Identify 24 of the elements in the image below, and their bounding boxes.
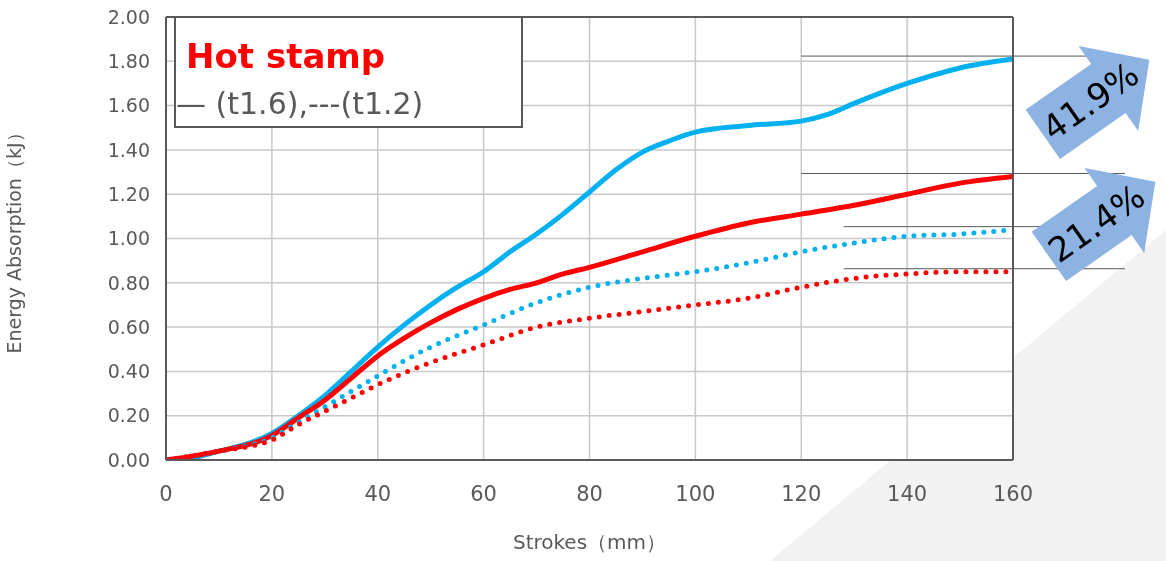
x-tick-label: 100 [675,481,716,506]
x-tick-label: 0 [159,481,173,506]
x-tick-label: 20 [258,481,286,506]
y-tick-label: 1.80 [107,50,150,73]
y-tick-label: 0.00 [107,448,150,471]
y-tick-label: 0.20 [107,404,150,427]
x-tick-label: 60 [470,481,497,506]
y-tick-label: 1.60 [107,94,150,117]
x-tick-label: 160 [992,481,1034,506]
x-tick-label: 80 [576,481,603,506]
x-tick-label: 40 [364,481,392,506]
y-tick-label: 1.00 [107,227,150,250]
y-tick-label: 1.20 [107,182,150,205]
y-axis-title: Energy Absorption（kJ） [2,123,25,354]
y-tick-label: 2.00 [107,5,150,28]
annotation: — (t1.6),---(t1.2) [176,86,424,121]
y-tick-label: 0.80 [107,271,150,294]
y-tick-label: 0.60 [107,315,150,338]
annotation: Hot stamp [186,36,386,76]
x-tick-label: 140 [887,481,928,506]
y-tick-label: 0.40 [107,360,150,383]
x-axis-title: Strokes（mm） [512,530,667,554]
x-tick-label: 120 [781,481,822,506]
y-tick-label: 1.40 [107,138,150,161]
